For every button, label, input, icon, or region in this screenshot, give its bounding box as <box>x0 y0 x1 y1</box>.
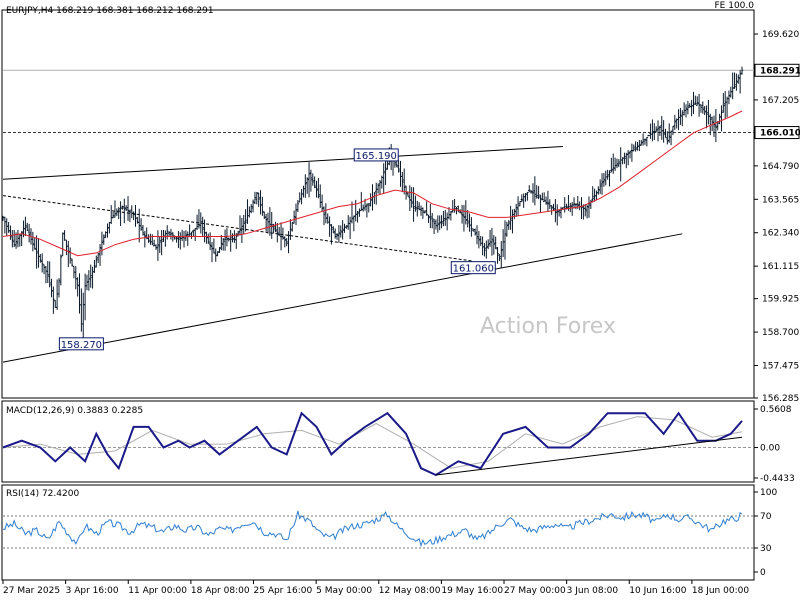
macd-pane-frame <box>1 400 755 483</box>
time-tick-label: 11 Apr 00:00 <box>128 586 187 596</box>
price-tags: 168.291 166.010 <box>754 63 800 140</box>
macd-lines <box>2 411 743 477</box>
price-axis: 169.620 167.205 164.790 163.565 162.340 161.1… <box>754 30 799 404</box>
moving-average-line <box>2 110 743 257</box>
price-tick-label: 169.620 <box>762 30 799 40</box>
current-price-tag: 168.291 <box>760 66 800 76</box>
time-tick-label: 27 Mar 2025 <box>3 586 60 596</box>
price-tick-label: 159.925 <box>762 295 799 305</box>
time-tick-label: 5 May 00:00 <box>316 586 372 596</box>
macd-tick-label: 0.00 <box>760 444 780 454</box>
trendline-1 <box>2 145 563 180</box>
rsi-tick-label: 30 <box>760 544 772 554</box>
horizontal-levels <box>3 69 754 134</box>
macd-main-line <box>2 411 743 477</box>
time-tick-label: 27 May 00:00 <box>504 586 566 596</box>
rsi-axis: 100 70 30 0 <box>3 488 777 578</box>
price-tick-label: 157.475 <box>762 362 799 372</box>
time-tick-label: 25 Apr 16:00 <box>254 586 313 596</box>
macd-trendline <box>435 436 743 476</box>
price-tick-label: 156.285 <box>762 394 799 404</box>
price-tick-label: 167.205 <box>762 96 799 106</box>
price-tick-label: 161.115 <box>762 262 799 272</box>
price-tick-label: 164.790 <box>762 162 799 172</box>
trendline-3 <box>2 195 474 262</box>
price-bars <box>1 66 744 339</box>
current-price-tag-box <box>754 63 800 77</box>
price-pane-frame <box>1 9 755 399</box>
trendlines <box>2 145 683 363</box>
rsi-line <box>2 510 743 548</box>
watermark: Action Forex <box>480 314 616 339</box>
level-tag: 166.010 <box>760 129 800 139</box>
rsi-pane-frame <box>1 484 755 581</box>
level-tag-box <box>754 126 800 140</box>
annotation-label: 165.190 <box>356 151 397 162</box>
price-annotations: 165.190 161.060 158.270 <box>58 148 496 351</box>
price-tick-label: 158.700 <box>762 328 799 338</box>
annotation-box <box>58 337 104 351</box>
macd-axis: 0.5608 0.00 -0.4433 <box>3 405 795 484</box>
annotation-box <box>353 148 399 162</box>
time-tick-label: 18 Jun 00:00 <box>692 586 749 596</box>
price-tick-label: 163.565 <box>762 195 799 205</box>
time-axis: 27 Mar 2025 3 Apr 16:00 11 Apr 00:00 18 Apr… <box>2 580 749 596</box>
annotation-label: 161.060 <box>453 264 494 275</box>
time-tick-label: 3 Apr 16:00 <box>66 586 119 596</box>
price-tick-label: 162.340 <box>762 229 799 239</box>
rsi-tick-label: 0 <box>760 568 766 578</box>
rsi-title: RSI(14) 72.4200 <box>6 489 79 499</box>
macd-tick-label: 0.5608 <box>760 405 792 415</box>
time-tick-label: 12 May 08:00 <box>379 586 441 596</box>
annotation-box <box>450 261 496 275</box>
annotation-label: 158.270 <box>61 340 102 351</box>
macd-tick-label: -0.4433 <box>760 474 795 484</box>
time-tick-label: 3 Jun 08:00 <box>567 586 619 596</box>
moving-average <box>2 110 743 257</box>
trendline-2 <box>2 233 683 363</box>
rsi-tick-label: 70 <box>760 512 772 522</box>
time-tick-label: 19 May 16:00 <box>441 586 503 596</box>
rsi-tick-label: 100 <box>760 488 777 498</box>
symbol-header: EURJPY,H4 168.219 168.381 168.212 168.29… <box>6 6 214 16</box>
macd-title: MACD(12,26,9) 0.3883 0.2285 <box>6 406 143 416</box>
top-right-label: FE 100.0 <box>715 1 755 11</box>
rsi-line <box>2 510 743 548</box>
time-tick-label: 10 Jun 16:00 <box>629 586 686 596</box>
time-tick-label: 18 Apr 08:00 <box>191 586 250 596</box>
